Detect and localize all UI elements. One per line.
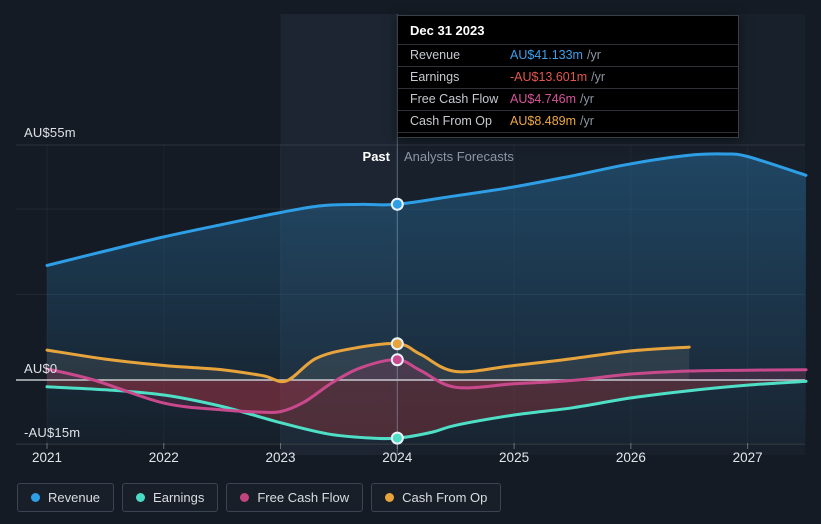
x-axis-label-2027: 2027 — [732, 450, 763, 465]
earnings-area — [47, 380, 806, 439]
tooltip-row-value: AU$41.133m — [510, 48, 583, 62]
revenue-line — [45, 152, 808, 267]
legend-item-revenue[interactable]: Revenue — [17, 483, 115, 512]
tooltip-row-label: Cash From Op — [410, 114, 492, 128]
chart-legend: Revenue Earnings Free Cash Flow Cash From O… — [17, 483, 502, 512]
marker-earnings — [390, 431, 404, 445]
x-axis-label-2026: 2026 — [615, 450, 646, 465]
tooltip-row-earnings: Earnings -AU$13.601m/yr — [398, 67, 738, 89]
tooltip-row-label: Earnings — [410, 70, 460, 84]
tooltip-row-free-cash-flow: Free Cash Flow AU$4.746m/yr — [398, 89, 738, 111]
legend-dot — [385, 493, 395, 502]
chart-tooltip: Dec 31 2023 Revenue AU$41.133m/yr Earnings… — [397, 15, 739, 138]
tooltip-row-unit: /yr — [580, 92, 594, 106]
legend-item-earnings[interactable]: Earnings — [122, 483, 219, 512]
past-region-label: Past — [362, 149, 390, 164]
analysts-forecasts-label: Analysts Forecasts — [404, 149, 514, 164]
tooltip-row-unit: /yr — [586, 48, 601, 62]
legend-label: Revenue — [48, 490, 101, 505]
y-axis-label-neg15m: -AU$15m — [24, 425, 81, 440]
marker-free-cash-flow — [390, 353, 404, 367]
tooltip-row-cash-from-op: Cash From Op AU$8.489m/yr — [398, 111, 738, 133]
x-axis-label-2022: 2022 — [148, 450, 179, 465]
tooltip-row-unit: /yr — [591, 70, 606, 84]
earnings-line — [45, 379, 808, 441]
tooltip-row-label: Free Cash Flow — [410, 92, 499, 106]
tooltip-date: Dec 31 2023 — [398, 16, 738, 45]
tooltip-row-value: -AU$13.601m — [510, 70, 588, 84]
x-axis-label-2023: 2023 — [265, 450, 296, 465]
x-axis-label-2025: 2025 — [499, 450, 530, 465]
legend-item-free-cash-flow[interactable]: Free Cash Flow — [226, 483, 364, 512]
legend-item-cash-from-op[interactable]: Cash From Op — [371, 483, 502, 512]
tooltip-row-revenue: Revenue AU$41.133m/yr — [398, 45, 738, 67]
cash-from-op-line — [45, 342, 691, 384]
legend-label: Free Cash Flow — [257, 490, 350, 505]
free-cash-flow-area — [47, 359, 806, 413]
legend-label: Cash From Op — [402, 490, 488, 505]
legend-dot — [31, 493, 40, 502]
marker-cash-from-op — [390, 337, 404, 351]
tooltip-row-unit: /yr — [580, 114, 594, 128]
tooltip-row-value: AU$4.746m — [510, 92, 577, 106]
legend-label: Earnings — [153, 490, 205, 505]
y-axis-label-zero: AU$0 — [24, 361, 58, 376]
legend-dot — [136, 493, 146, 502]
y-axis-label-55m: AU$55m — [24, 125, 76, 140]
x-axis-label-2024: 2024 — [382, 450, 413, 465]
x-axis-label-2021: 2021 — [31, 450, 63, 465]
tooltip-row-label: Revenue — [410, 48, 461, 62]
tooltip-row-value: AU$8.489m — [510, 114, 577, 128]
marker-revenue — [390, 197, 404, 211]
cash-from-op-area — [47, 343, 690, 382]
free-cash-flow-line — [45, 358, 808, 415]
legend-dot — [240, 493, 250, 502]
